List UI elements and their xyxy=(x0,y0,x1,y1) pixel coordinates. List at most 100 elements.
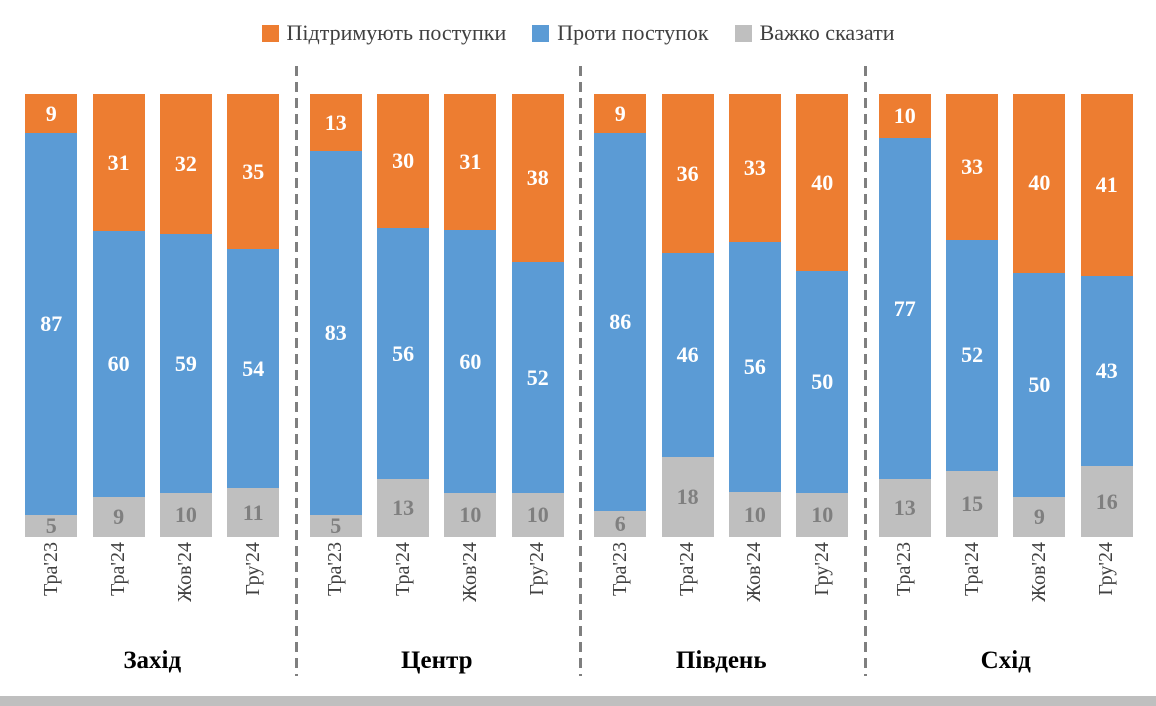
bar-segment: 56 xyxy=(377,228,430,479)
bar-segment: 13 xyxy=(377,478,430,537)
bar-segment: 87 xyxy=(25,133,78,516)
bar-segment: 10 xyxy=(796,492,849,537)
stacked-bar: 41 43 16 xyxy=(1080,94,1133,537)
region-group: 9 87 5 31 60 9 32 59 10 35 54 11 Тра'23 Тра'24 Жов'24 Г… xyxy=(10,94,295,678)
legend-swatch xyxy=(734,24,752,42)
x-axis-tick-label: Жов'24 xyxy=(743,542,766,602)
chart-groups: 9 87 5 31 60 9 32 59 10 35 54 11 Тра'23 Тра'24 Жов'24 Г… xyxy=(10,94,1148,678)
stacked-bar: 13 83 5 xyxy=(309,94,362,537)
region-group: 10 77 13 33 52 15 40 50 9 41 43 16 Тра'23 Тра'24 Жов'2… xyxy=(864,94,1149,678)
stacked-bar: 36 46 18 xyxy=(661,94,714,537)
bar-segment: 31 xyxy=(92,94,145,232)
bar-segment: 46 xyxy=(661,253,714,458)
bar-segment: 18 xyxy=(661,457,714,537)
stacked-bar: 30 56 13 xyxy=(377,94,430,537)
bar-segment: 43 xyxy=(1080,275,1133,467)
bar-segment: 16 xyxy=(1080,466,1133,537)
legend-item-support: Підтримують поступки xyxy=(261,20,507,46)
bar-segment: 5 xyxy=(309,515,362,537)
legend-label: Проти поступок xyxy=(557,20,709,45)
x-axis-tick-label: Тра'23 xyxy=(608,542,631,596)
region-label: Центр xyxy=(401,647,473,674)
stacked-bar: 40 50 9 xyxy=(1013,94,1066,537)
bar-segment: 54 xyxy=(227,249,280,489)
bar-segment: 56 xyxy=(728,241,781,493)
bar-segment: 33 xyxy=(728,94,781,242)
x-axis-tick-label: Жов'24 xyxy=(458,542,481,602)
bar-segment: 35 xyxy=(227,94,280,250)
bar-segment: 52 xyxy=(946,240,999,471)
bar-segment: 31 xyxy=(444,94,497,230)
legend-label: Підтримують поступки xyxy=(286,20,507,45)
region-divider xyxy=(579,66,582,676)
stacked-bar: 32 59 10 xyxy=(159,94,212,537)
x-axis-tick-label: Тра'24 xyxy=(107,542,130,596)
bar-segment: 9 xyxy=(25,94,78,134)
x-axis-tick-label: Тра'24 xyxy=(676,542,699,596)
bar-segment: 77 xyxy=(878,138,931,480)
bar-segment: 13 xyxy=(309,94,362,152)
bar-segment: 36 xyxy=(661,94,714,254)
legend: Підтримують поступки Проти поступок Важк… xyxy=(0,0,1156,50)
bar-segment: 13 xyxy=(878,479,931,537)
x-axis-tick-label: Гру'24 xyxy=(526,542,549,596)
stacked-bar: 31 60 10 xyxy=(444,94,497,537)
plot-area: 9 87 5 31 60 9 32 59 10 35 54 11 Тра'23 Тра'24 Жов'24 Г… xyxy=(10,66,1148,678)
bar-segment: 9 xyxy=(92,497,145,537)
bar-segment: 60 xyxy=(92,231,145,498)
bottom-axis-bar xyxy=(0,696,1156,706)
bar-segment: 50 xyxy=(1013,272,1066,497)
bar-segment: 38 xyxy=(511,94,564,263)
region-label: Південь xyxy=(675,647,767,674)
stacked-bar: 40 50 10 xyxy=(796,94,849,537)
x-axis-tick-label: Гру'24 xyxy=(810,542,833,596)
legend-item-undecided: Важко сказати xyxy=(734,20,895,46)
x-axis-tick-label: Тра'23 xyxy=(893,542,916,596)
x-axis-tick-label: Жов'24 xyxy=(174,542,197,602)
stacked-bar: 33 56 10 xyxy=(728,94,781,537)
bar-segment: 5 xyxy=(25,515,78,537)
region-label: Захід xyxy=(123,647,182,674)
bar-segment: 50 xyxy=(796,271,849,493)
region-group: 9 86 6 36 46 18 33 56 10 40 50 10 Тра'23 Тра'24 Жов'24… xyxy=(579,94,864,678)
stacked-bar: 33 52 15 xyxy=(946,94,999,537)
stacked-bar: 9 86 6 xyxy=(594,94,647,537)
bar-segment: 40 xyxy=(796,94,849,272)
bar-segment: 33 xyxy=(946,94,999,241)
bar-segment: 15 xyxy=(946,470,999,537)
x-axis-tick-label: Жов'24 xyxy=(1027,542,1050,602)
x-axis-tick-label: Гру'24 xyxy=(1095,542,1118,596)
bar-segment: 10 xyxy=(728,492,781,537)
region-divider xyxy=(863,66,867,676)
bar-segment: 9 xyxy=(1013,496,1066,537)
bar-segment: 59 xyxy=(159,234,212,494)
bar-segment: 9 xyxy=(594,94,647,134)
stacked-bar: 35 54 11 xyxy=(227,94,280,537)
legend-label: Важко сказати xyxy=(759,20,895,45)
bar-segment: 30 xyxy=(377,94,430,229)
bar-segment: 6 xyxy=(594,510,647,537)
bar-segment: 32 xyxy=(159,94,212,235)
legend-swatch xyxy=(261,24,279,42)
stacked-bar: 9 87 5 xyxy=(25,94,78,537)
bar-segment: 10 xyxy=(159,493,212,537)
bar-segment: 11 xyxy=(227,488,280,537)
region-label: Схід xyxy=(980,647,1031,674)
x-axis-tick-label: Тра'23 xyxy=(324,542,347,596)
bar-segment: 52 xyxy=(511,262,564,493)
x-axis-tick-label: Тра'24 xyxy=(391,542,414,596)
bar-segment: 60 xyxy=(444,229,497,494)
bar-segment: 86 xyxy=(594,133,647,511)
region-group: 13 83 5 30 56 13 31 60 10 38 52 10 Тра'23 Тра'24 Жов'2… xyxy=(295,94,580,678)
bar-segment: 40 xyxy=(1013,94,1066,273)
bar-segment: 10 xyxy=(878,94,931,139)
legend-item-against: Проти поступок xyxy=(532,20,709,46)
bar-segment: 83 xyxy=(309,151,362,516)
legend-swatch xyxy=(532,24,550,42)
x-axis-tick-label: Тра'24 xyxy=(960,542,983,596)
stacked-bar: 10 77 13 xyxy=(878,94,931,537)
x-axis-tick-label: Тра'23 xyxy=(39,542,62,596)
bar-segment: 10 xyxy=(444,493,497,537)
stacked-bar: 38 52 10 xyxy=(511,94,564,537)
bar-segment: 10 xyxy=(511,492,564,537)
